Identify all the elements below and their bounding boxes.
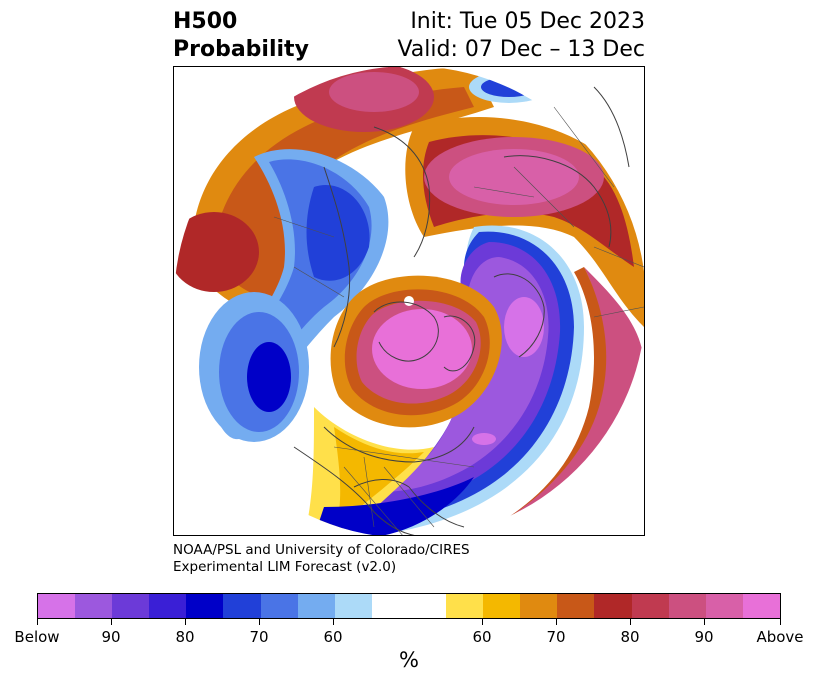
colorbar-segment — [260, 594, 298, 618]
colorbar-segment — [223, 594, 261, 618]
colorbar-segment — [483, 594, 521, 618]
colorbar-segment — [186, 594, 224, 618]
colorbar-tick — [37, 619, 38, 625]
country-borders — [273, 106, 644, 535]
credit-line-1: NOAA/PSL and University of Colorado/CIRE… — [173, 542, 470, 558]
colorbar-tick — [333, 619, 334, 625]
title-block-left: H500 Probability — [173, 8, 309, 64]
colorbar-segment — [112, 594, 150, 618]
colorbar-tick-label: Above — [756, 628, 804, 646]
colorbar-segment — [371, 594, 447, 618]
colorbar-tick — [259, 619, 260, 625]
colorbar-segment — [334, 594, 372, 618]
colorbar-tick-label: 70 — [546, 628, 566, 646]
colorbar-tick — [630, 619, 631, 625]
valid-range: Valid: 07 Dec – 13 Dec — [397, 37, 645, 62]
colorbar-segment — [668, 594, 706, 618]
colorbar-tick-label: 80 — [175, 628, 195, 646]
colorbar-tick-label: 60 — [323, 628, 343, 646]
colorbar-units: % — [399, 648, 419, 672]
title-type: Probability — [173, 37, 309, 62]
colorbar-segment — [705, 594, 743, 618]
colorbar-tick — [704, 619, 705, 625]
colorbar-segment — [297, 594, 335, 618]
credit-block: NOAA/PSL and University of Colorado/CIRE… — [173, 542, 470, 576]
colorbar-tick — [482, 619, 483, 625]
colorbar-segment — [594, 594, 632, 618]
colorbar-segment — [742, 594, 780, 618]
probability-map — [173, 66, 645, 536]
colorbar-tick-label: 90 — [101, 628, 121, 646]
colorbar-segment — [75, 594, 113, 618]
colorbar-segment — [446, 594, 484, 618]
colorbar-segment — [149, 594, 187, 618]
colorbar-tick — [185, 619, 186, 625]
colorbar-tick-label: 60 — [472, 628, 492, 646]
colorbar-segment — [631, 594, 669, 618]
colorbar-tick — [111, 619, 112, 625]
colorbar-tick-label: Below — [14, 628, 60, 646]
colorbar-tick-label: 90 — [694, 628, 714, 646]
colorbar-segment — [557, 594, 595, 618]
colorbar-segment — [38, 594, 76, 618]
colorbar — [37, 593, 781, 619]
title-block-right: Init: Tue 05 Dec 2023 Valid: 07 Dec – 13… — [397, 8, 645, 64]
title-variable: H500 — [173, 9, 238, 34]
probability-field — [174, 67, 644, 535]
colorbar-tick-label: 70 — [249, 628, 269, 646]
credit-line-2: Experimental LIM Forecast (v2.0) — [173, 559, 397, 575]
colorbar-segment — [520, 594, 558, 618]
map-svg — [174, 67, 644, 535]
init-date: Init: Tue 05 Dec 2023 — [410, 9, 645, 34]
colorbar-tick — [780, 619, 781, 625]
colorbar-tick — [556, 619, 557, 625]
colorbar-tick-label: 80 — [620, 628, 640, 646]
